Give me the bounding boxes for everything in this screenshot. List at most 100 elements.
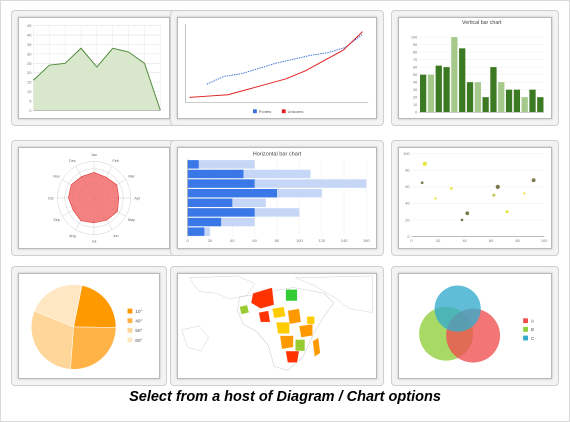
x-tick-label: 120 xyxy=(318,238,325,243)
x-tick-label: 100 xyxy=(541,239,547,243)
bar xyxy=(466,82,474,113)
map-region xyxy=(306,316,315,325)
radar-axis-label: Aug xyxy=(69,234,75,238)
radar-axis-label: Jun xyxy=(113,234,119,238)
y-tick-label: 10 xyxy=(27,89,32,94)
legend-swatch xyxy=(127,308,133,314)
legend-swatch xyxy=(523,335,528,341)
vertical-bar-chart: Vertical bar chart 0 10 20 30 40 50 60 70 80 90 100 xyxy=(411,20,545,115)
radar-axis-label: Feb xyxy=(112,159,118,163)
map-region xyxy=(287,308,302,325)
x-tick-label: 0 xyxy=(410,239,412,243)
radar-ring-inner xyxy=(86,190,102,206)
line-series-0 xyxy=(206,33,363,85)
map-region xyxy=(250,287,275,309)
y-tick-label: 25 xyxy=(27,61,32,66)
pie-slice xyxy=(73,285,117,328)
radar-axis-label: Apr xyxy=(134,196,140,200)
tile-pie-chart[interactable]: 10° 40° 50° 60° xyxy=(11,266,167,386)
bar xyxy=(435,65,442,113)
tile-area-chart[interactable]: 0 5 10 15 20 25 30 35 40 45 xyxy=(11,10,177,126)
y-tick-label: 40 xyxy=(413,81,417,85)
scatter-point xyxy=(434,197,437,200)
bar xyxy=(474,82,481,113)
legend-swatch xyxy=(523,318,528,324)
scatter-chart: 0 20 40 60 80 100 0 20 40 60 80 100 xyxy=(403,152,547,243)
y-tick-label: 60 xyxy=(405,185,409,189)
scatter-point xyxy=(465,211,470,216)
legend-swatch xyxy=(127,318,133,324)
bar xyxy=(187,208,255,217)
bar xyxy=(451,37,458,113)
legend-label: 50° xyxy=(135,328,142,334)
y-tick-label: 90 xyxy=(413,43,417,47)
scatter-point xyxy=(460,218,464,222)
y-tick-label: 20 xyxy=(413,96,417,100)
scatter-point xyxy=(505,210,509,214)
y-tick-label: 60 xyxy=(413,66,417,70)
area-chart: 0 5 10 15 20 25 30 35 40 45 xyxy=(27,23,161,113)
legend-label: Pontes xyxy=(259,109,272,114)
x-tick-label: 160 xyxy=(363,238,370,243)
chart-title: Vertical bar chart xyxy=(462,20,502,26)
chart-gallery: 0 5 10 15 20 25 30 35 40 45 Pontes Unicorns Vertic… xyxy=(11,10,559,386)
y-tick-label: 0 xyxy=(415,111,417,115)
y-tick-label: 0 xyxy=(29,108,32,113)
bar xyxy=(187,188,277,198)
radar-ring-inner xyxy=(79,183,109,213)
tile-radar-chart[interactable]: Jan Feb Mar Apr May Jun Jul Aug Sep Oct Nov Dec xyxy=(11,140,177,256)
y-tick-label: 45 xyxy=(27,23,32,28)
bar xyxy=(187,160,199,169)
y-tick-label: 30 xyxy=(413,88,417,92)
venn-circle xyxy=(434,285,481,332)
line-chart: Pontes Unicorns xyxy=(185,23,369,114)
legend-label: B xyxy=(531,327,534,333)
y-tick-label: 80 xyxy=(413,51,417,55)
line-series xyxy=(33,47,161,111)
y-tick-label: 10 xyxy=(413,103,417,107)
map-region xyxy=(239,304,250,315)
tile-horizontal-bar-chart[interactable]: Horizontal bar chart 0 20 40 60 80 100 120 140 16… xyxy=(170,140,384,256)
radar-area xyxy=(68,172,120,224)
radar-axis-label: Jul xyxy=(92,240,97,244)
map-region xyxy=(285,350,300,363)
map-region xyxy=(271,306,286,319)
x-tick-label: 140 xyxy=(341,238,348,243)
legend-swatch xyxy=(281,109,286,114)
tile-line-chart[interactable]: Pontes Unicorns xyxy=(170,10,384,126)
y-tick-label: 20 xyxy=(27,70,32,75)
map-region xyxy=(285,289,298,302)
bar xyxy=(187,169,311,179)
radar-axis-label: Oct xyxy=(48,196,54,200)
pie-chart: 10° 40° 50° 60° xyxy=(30,284,143,370)
x-tick-label: 40 xyxy=(462,239,466,243)
legend-label: 10° xyxy=(135,309,142,315)
bar xyxy=(505,89,513,113)
pie-slice xyxy=(34,284,83,328)
chart-title: Horizontal bar chart xyxy=(253,152,302,158)
scatter-point xyxy=(531,178,536,183)
y-tick-label: 40 xyxy=(405,202,409,206)
tile-map-chart[interactable] xyxy=(170,266,384,386)
bar xyxy=(187,227,205,236)
horizontal-bar-chart: Horizontal bar chart 0 20 40 60 80 100 120 140 16… xyxy=(186,152,370,244)
y-tick-label: 100 xyxy=(403,152,409,156)
radar-axis-label: Sep xyxy=(53,218,59,222)
bar xyxy=(459,48,466,113)
radar-axis-label: Mar xyxy=(128,175,135,179)
tile-vertical-bar-chart[interactable]: Vertical bar chart 0 10 20 30 40 50 60 70 80 90 100 xyxy=(391,10,559,126)
scatter-point xyxy=(523,192,526,195)
scatter-point xyxy=(495,184,500,189)
scatter-point xyxy=(492,193,496,197)
radar-chart: Jan Feb Mar Apr May Jun Jul Aug Sep Oct Nov Dec xyxy=(48,153,141,244)
map-region xyxy=(298,323,313,338)
legend-swatch xyxy=(127,327,133,333)
radar-ring-inner xyxy=(71,175,117,221)
tile-scatter-chart[interactable]: 0 20 40 60 80 100 0 20 40 60 80 100 xyxy=(391,140,559,256)
line-series-1 xyxy=(189,31,363,98)
x-tick-label: 60 xyxy=(489,239,493,243)
x-tick-label: 20 xyxy=(208,238,213,243)
radar-axis-label: Nov xyxy=(53,175,60,179)
